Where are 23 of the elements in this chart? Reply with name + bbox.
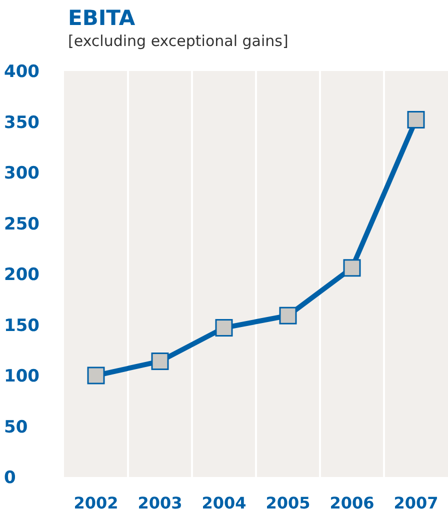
point — [215, 319, 233, 337]
x-tick-label: 2006 — [330, 493, 374, 512]
point — [151, 352, 169, 370]
y-tick-label: 400 — [4, 62, 40, 82]
x-tick-label: 2007 — [394, 493, 438, 512]
y-tick-label: 200 — [4, 265, 40, 286]
x-tick-label: 2003 — [138, 493, 182, 512]
y-tick-label: 50 — [4, 417, 28, 438]
x-tick-label: 2002 — [74, 493, 118, 512]
y-tick-label: 150 — [4, 316, 40, 336]
y-tick-label: 100 — [4, 366, 40, 387]
y-tick-label: 300 — [4, 164, 40, 184]
x-tick-label: 2004 — [202, 493, 246, 512]
y-tick-label: 350 — [4, 112, 40, 133]
point — [407, 110, 425, 128]
point — [279, 306, 297, 324]
y-tick-label: 0 — [4, 468, 16, 488]
point — [87, 366, 105, 384]
x-tick-label: 2005 — [266, 493, 310, 512]
y-tick-label: 250 — [4, 214, 40, 234]
chart-subtitle: [excluding exceptional gains] — [68, 32, 288, 50]
point — [343, 259, 361, 277]
chart-title: EBITA — [68, 6, 136, 30]
